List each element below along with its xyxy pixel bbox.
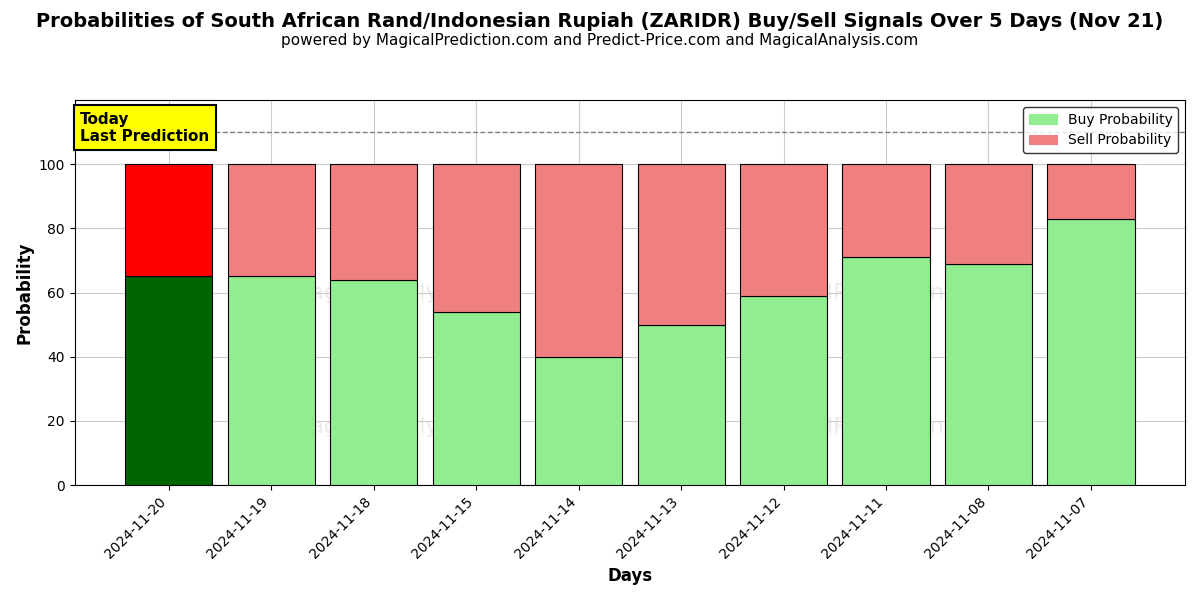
Bar xyxy=(637,164,725,325)
Text: Today
Last Prediction: Today Last Prediction xyxy=(80,112,210,144)
Bar xyxy=(740,164,827,296)
Bar xyxy=(740,296,827,485)
Bar xyxy=(432,312,520,485)
Bar xyxy=(330,164,418,280)
Bar xyxy=(535,357,622,485)
Bar xyxy=(330,280,418,485)
X-axis label: Days: Days xyxy=(607,567,653,585)
Bar xyxy=(535,164,622,357)
Bar xyxy=(228,164,314,277)
Text: MagicalAnalysis.com: MagicalAnalysis.com xyxy=(292,418,523,437)
Text: Probabilities of South African Rand/Indonesian Rupiah (ZARIDR) Buy/Sell Signals : Probabilities of South African Rand/Indo… xyxy=(36,12,1164,31)
Bar xyxy=(1048,219,1134,485)
Bar xyxy=(637,325,725,485)
Bar xyxy=(432,164,520,312)
Bar xyxy=(228,277,314,485)
Bar xyxy=(125,277,212,485)
Text: MagicalPrediction.com: MagicalPrediction.com xyxy=(749,283,1000,302)
Text: MagicalAnalysis.com: MagicalAnalysis.com xyxy=(292,283,523,302)
Bar xyxy=(1048,164,1134,219)
Bar xyxy=(842,257,930,485)
Bar xyxy=(944,263,1032,485)
Text: MagicalPrediction.com: MagicalPrediction.com xyxy=(749,418,1000,437)
Y-axis label: Probability: Probability xyxy=(16,241,34,344)
Bar xyxy=(944,164,1032,263)
Text: powered by MagicalPrediction.com and Predict-Price.com and MagicalAnalysis.com: powered by MagicalPrediction.com and Pre… xyxy=(281,33,919,48)
Bar xyxy=(125,164,212,277)
Bar xyxy=(842,164,930,257)
Legend: Buy Probability, Sell Probability: Buy Probability, Sell Probability xyxy=(1024,107,1178,153)
